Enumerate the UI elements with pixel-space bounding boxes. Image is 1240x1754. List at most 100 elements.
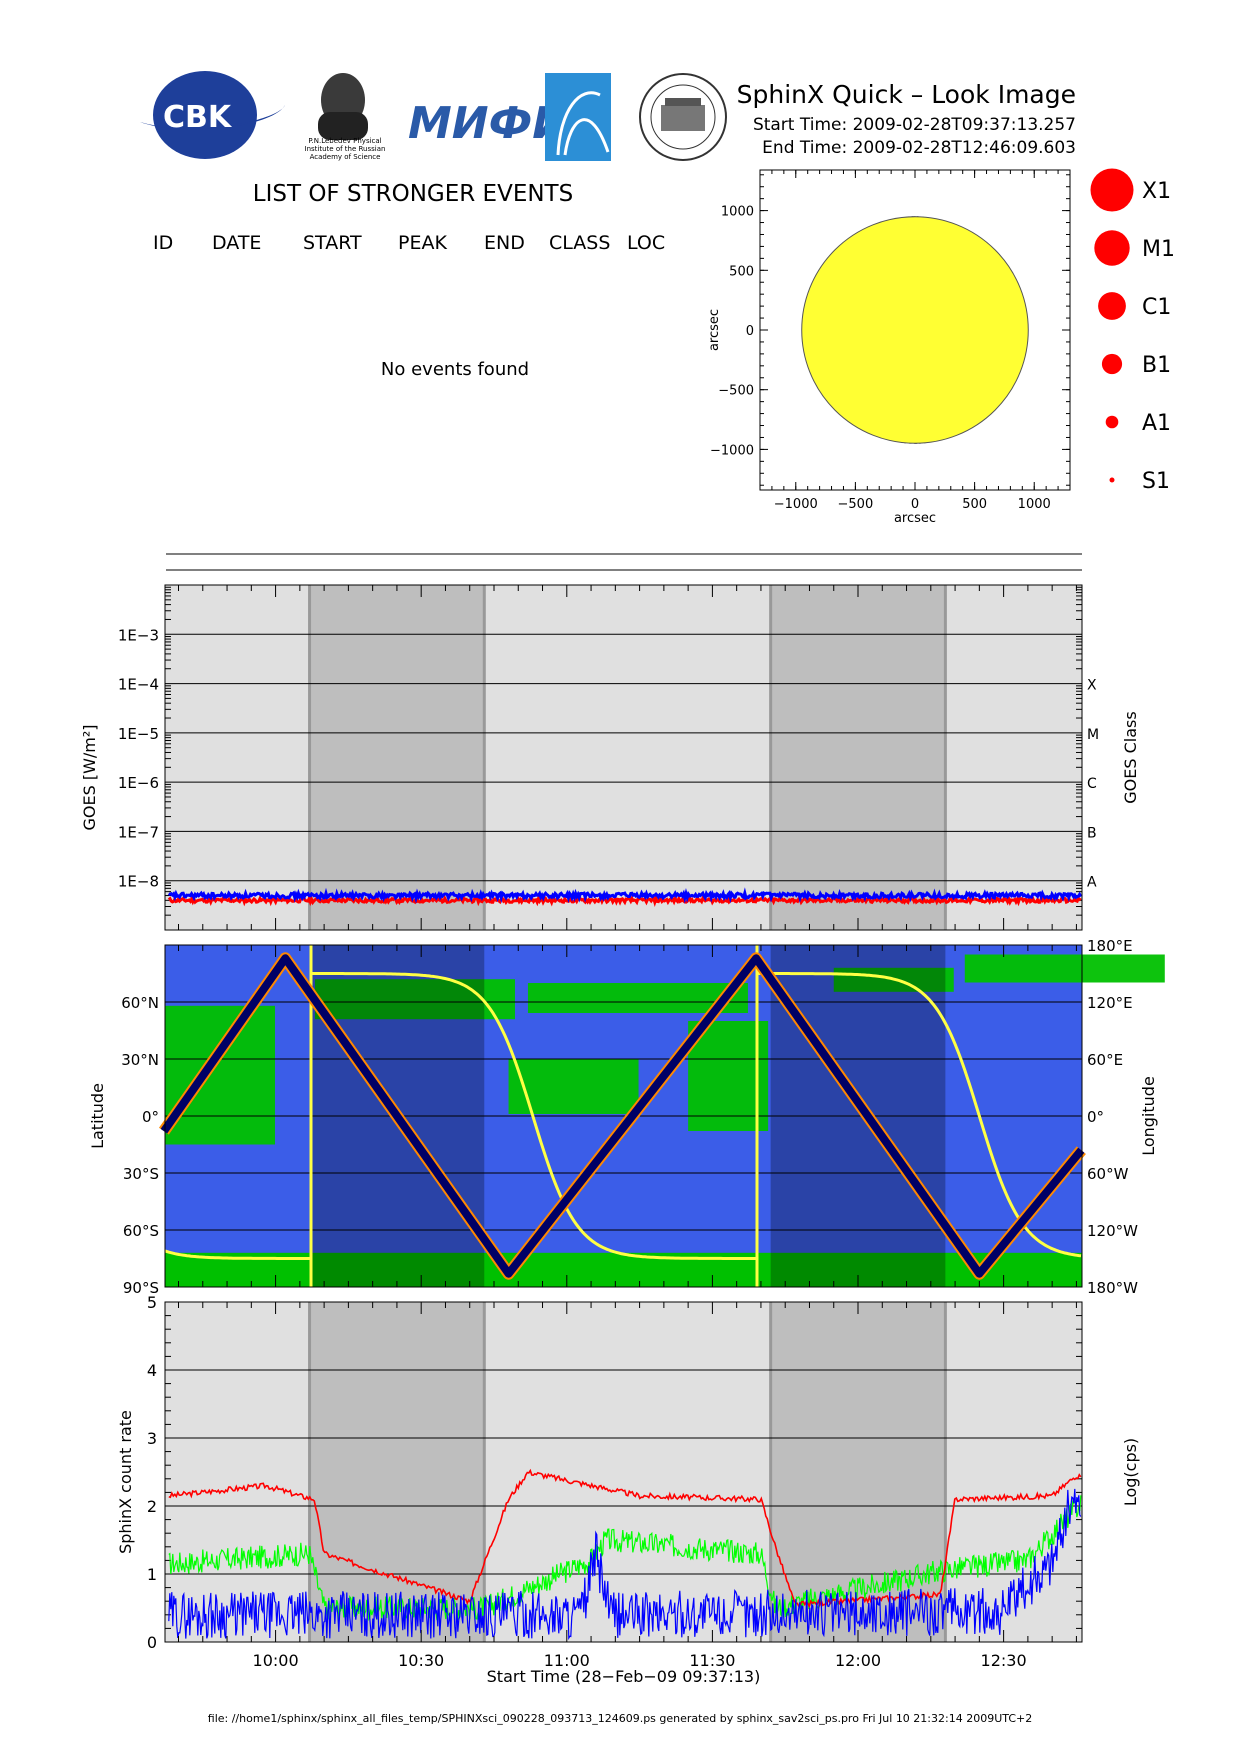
map-lat-tick-label: 90°S [123,1279,159,1297]
logo-mifi-text: MИФИ [408,98,569,149]
count-x-axis-label: Start Time (28−Feb−09 09:37:13) [487,1667,761,1686]
night-interval-shade [770,1302,946,1642]
sun-axes: −1000 −500 0 500 1000 1000 500 0 −500 −1000 arcsec… [707,169,1071,526]
col-class: CLASS [549,232,610,254]
logo-lebedev-caption-2: Institute of the Russian [305,145,386,153]
col-start: START [303,232,362,254]
map-lon-tick-label: 0° [1087,1108,1104,1126]
time-tick-label: 11:00 [544,1651,590,1670]
goes-class-label: M [1087,727,1099,743]
night-interval-shade [309,1302,485,1642]
count-y-tick-label: 0 [147,1633,157,1652]
logo-cbk-icon: CBK [140,71,285,159]
count-y-tick-label: 3 [147,1429,157,1448]
goes-y-tick-label: 1E−6 [118,774,159,792]
col-peak: PEAK [398,232,447,254]
goes-class-label: A [1087,875,1097,891]
event-size-legend: X1 M1 C1 B1 A1 S1 [1090,168,1175,494]
goes-class-label: B [1087,825,1097,841]
count-series-red [168,1468,1082,1609]
logo-mifi-icon: MИФИ [408,98,569,149]
map-belt-region [688,1021,769,1131]
sun-disk [801,216,1029,444]
goes-plot-frame [164,584,1083,931]
count-series-green [168,1495,1082,1622]
goes-y-tick-label: 1E−5 [118,725,159,743]
sun-y-tick-label: −500 [718,384,754,399]
goes-y-tick-label: 1E−7 [118,823,159,841]
map-right-axis-label: Longitude [1139,1076,1158,1156]
count-y-tick-label: 5 [147,1293,157,1312]
sun-x-tick-label: 1000 [1018,497,1051,512]
logo-lebedev-icon: P.N.Lebedev Physical Institute of the Ru… [305,73,386,161]
legend-label-a1: A1 [1142,411,1171,436]
col-id: ID [153,232,173,254]
map-belt-region [165,1005,275,1145]
map-lat-tick-label: 60°S [123,1222,159,1240]
goes-class-label: X [1087,678,1097,694]
footer-file-info: file: //home1/sphinx/sphinx_all_files_te… [208,1712,1032,1725]
map-lon-tick-label: 60°W [1087,1165,1129,1183]
sun-y-tick-label: 500 [729,264,754,279]
sun-x-tick-label: 500 [962,497,987,512]
map-lon-tick-label: 120°E [1087,994,1133,1012]
legend-marker-x1 [1090,168,1134,212]
goes-flux-panel: 1E−3 1E−4 1E−5 1E−6 1E−7 1E−8 X M C B A GOES [W/m²]… [80,584,1140,931]
col-loc: LOC [627,232,665,254]
map-lat-tick-label: 30°N [121,1051,159,1069]
map-lat-tick-label: 60°N [121,994,159,1012]
night-interval-shade [770,585,946,930]
legend-label-b1: B1 [1142,353,1171,378]
sun-x-tick-label: 0 [911,497,919,512]
legend-label-c1: C1 [1142,295,1171,320]
time-tick-label: 12:00 [835,1651,881,1670]
time-tick-label: 10:00 [253,1651,299,1670]
goes-right-axis-label: GOES Class [1121,711,1140,803]
logo-lebedev-caption-3: Academy of Science [310,153,381,161]
count-right-axis-label: Log(cps) [1121,1438,1140,1506]
logo-cbk-text: CBK [163,100,233,135]
map-lat-tick-label: 30°S [123,1165,159,1183]
sun-x-axis-label: arcsec [894,511,936,526]
time-tick-label: 12:30 [981,1651,1027,1670]
map-south-belt [165,1252,1082,1287]
col-end: END [484,232,525,254]
sun-x-tick-label: −500 [838,497,874,512]
goes-series-blue [167,887,1083,904]
start-time: Start Time: 2009-02-28T09:37:13.257 [753,115,1076,135]
events-table-header: ID DATE START PEAK END CLASS LOC [153,232,665,254]
events-empty-message: No events found [381,359,529,380]
goes-y-tick-label: 1E−8 [118,873,159,891]
map-plot-frame [164,944,1083,1288]
col-date: DATE [212,232,261,254]
legend-marker-c1 [1098,292,1126,320]
goes-y-axis-label: GOES [W/m²] [80,724,99,830]
sun-x-tick-label: −1000 [774,497,818,512]
count-plot-frame [164,1301,1083,1643]
sun-y-tick-label: −1000 [710,443,754,458]
figure-title: SphinX Quick – Look Image [737,80,1076,109]
count-series-blue [168,1488,1082,1641]
goes-class-label: C [1087,776,1097,792]
goes-series-red [167,894,1082,908]
orbit-map-panel: 60°N 30°N 0° 30°S 60°S 90°S 180°E 120°E 60°E 0° 60… [88,937,1165,1297]
logo-seal-icon [639,73,727,161]
time-tick-label: 10:30 [398,1651,444,1670]
legend-marker-s1 [1109,477,1115,483]
legend-marker-m1 [1094,230,1130,266]
legend-label-x1: X1 [1142,179,1171,204]
map-lon-tick-label: 180°W [1087,1279,1138,1297]
map-lat-tick-label: 0° [142,1108,159,1126]
legend-marker-b1 [1101,353,1123,375]
end-time: End Time: 2009-02-28T12:46:09.603 [762,138,1076,158]
time-tick-label: 11:30 [689,1651,735,1670]
map-lon-tick-label: 180°E [1087,937,1133,955]
map-orbit-track [160,954,1085,1278]
count-y-tick-label: 1 [147,1565,157,1584]
night-interval-shade [309,585,485,930]
sun-y-tick-label: 1000 [721,205,754,220]
map-lon-tick-label: 120°W [1087,1222,1138,1240]
goes-y-tick-label: 1E−4 [118,676,159,694]
legend-label-s1: S1 [1142,469,1170,494]
events-heading: LIST OF STRONGER EVENTS [253,181,573,207]
